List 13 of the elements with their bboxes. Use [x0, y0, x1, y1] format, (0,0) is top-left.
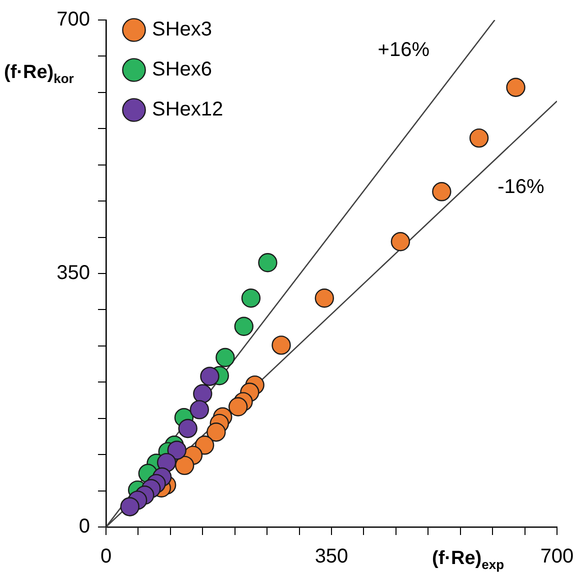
annotation: +16% [378, 38, 430, 61]
y-tick-label: 350 [56, 262, 90, 284]
legend-label: SHex3 [152, 18, 212, 41]
legend-label: SHex12 [152, 98, 224, 121]
x-tick-label: 700 [540, 546, 574, 568]
annotation: -16% [498, 176, 544, 198]
y-tick-label: 0 [78, 516, 90, 538]
x-axis-title: (f·Re)$_{exp}$ [432, 548, 504, 572]
y-tick-label: 700 [56, 8, 90, 31]
x-tick-label: 0 [100, 546, 112, 568]
legend-label: SHex6 [152, 58, 212, 81]
y-axis-title: (f·Re)$_{kor}$ [4, 62, 74, 86]
x-tick-label: 350 [314, 546, 348, 568]
